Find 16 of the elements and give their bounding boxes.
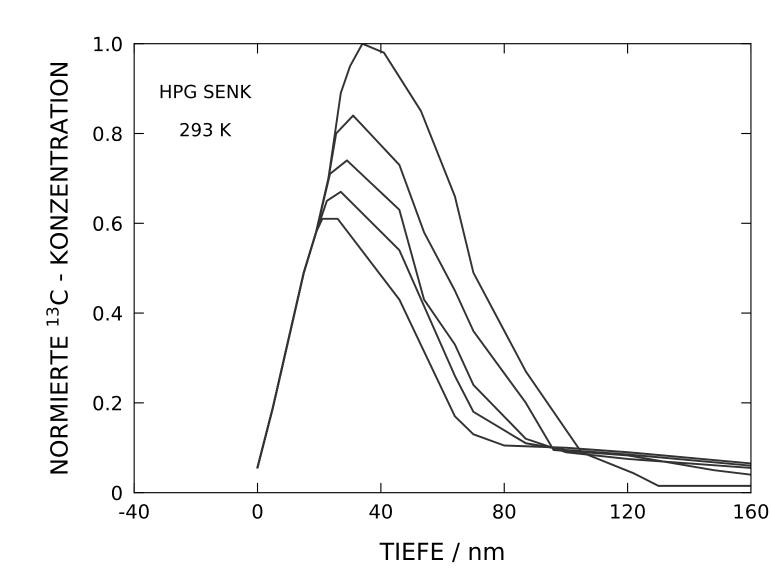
- y-axis-title: NORMIERTE $^{13}$C - KONZENTRATION: [46, 62, 68, 474]
- x-tick-label: 160: [734, 504, 768, 519]
- y-tick-label: 0.2: [93, 396, 122, 411]
- y-tick-label: 0.8: [93, 126, 122, 142]
- y-tick-label: 0.4: [93, 306, 122, 321]
- y-tick-label: 1.0: [94, 36, 122, 52]
- y-tick-label: 0.6: [93, 216, 122, 231]
- x-tick-label: -40: [119, 504, 149, 519]
- annotation: HPG SENK: [160, 84, 252, 98]
- x-axis-title: TIEFE / nm: [380, 542, 504, 562]
- annotation: 293 K: [180, 122, 232, 136]
- x-tick-label: 0: [252, 504, 262, 519]
- x-tick-label: 80: [493, 504, 516, 519]
- y-tick-label: 0: [112, 486, 122, 500]
- x-tick-label: 40: [369, 504, 392, 519]
- x-tick-label: 120: [611, 504, 645, 519]
